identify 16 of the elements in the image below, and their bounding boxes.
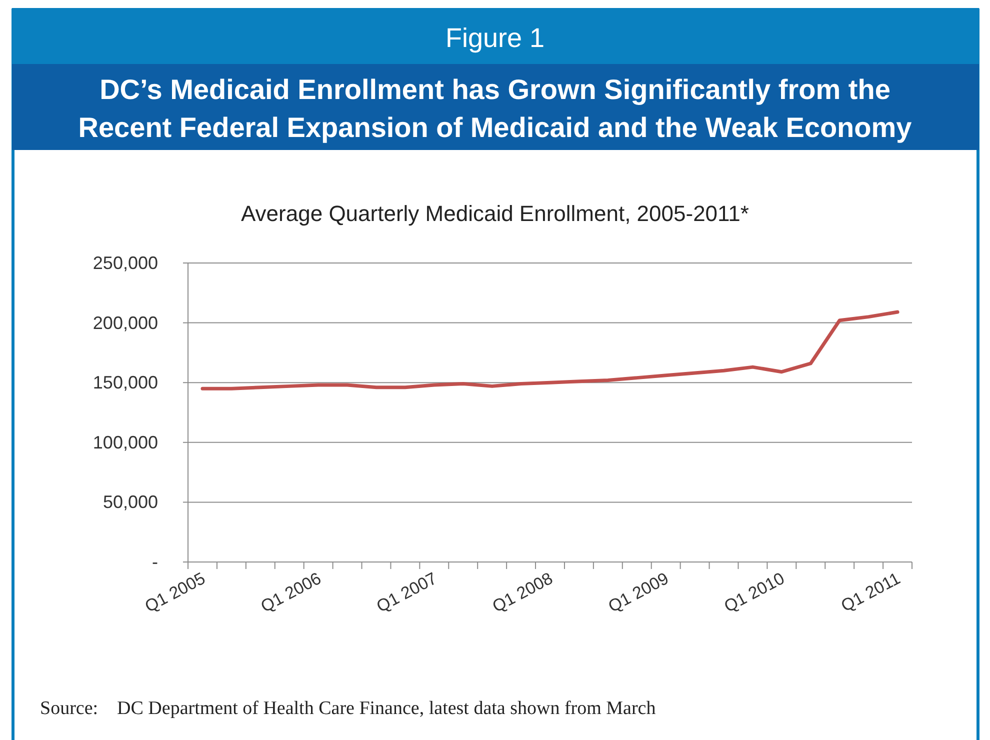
chart-title: DC’s Medicaid Enrollment has Grown Significantly from the Recent Federal Expansion of Medicaid and the Weak Economy	[78, 74, 912, 143]
x-tick-label: Q1 2007	[374, 568, 440, 616]
x-tick-label: Q1 2008	[489, 568, 556, 616]
x-tick-label: Q1 2006	[258, 568, 324, 616]
x-tick-label: Q1 2011	[838, 568, 904, 616]
y-tick-label: 200,000	[92, 312, 158, 333]
y-tick-label: 250,000	[92, 253, 158, 273]
line-series	[200, 310, 900, 390]
chart-subtitle: Average Quarterly Medicaid Enrollment, 2005-2011*	[241, 201, 750, 226]
y-tick-label: 150,000	[92, 372, 158, 393]
x-tick-label: Q1 2009	[605, 568, 672, 616]
x-tick-label: Q1 2010	[721, 568, 788, 616]
y-tick-label: 100,000	[92, 432, 158, 452]
source-note: Source: DC Department of Health Care Finance, latest data shown from March	[40, 698, 656, 719]
y-tick-label: 50,000	[102, 492, 158, 512]
caption: Figure 1	[445, 23, 545, 53]
